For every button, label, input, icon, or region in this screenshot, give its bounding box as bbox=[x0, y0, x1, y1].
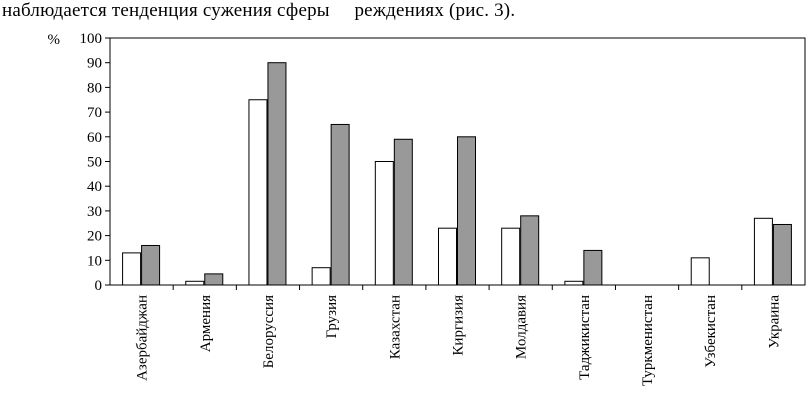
bar-1 bbox=[564, 280, 584, 286]
y-axis-unit-label: % bbox=[48, 32, 61, 48]
y-tick-label: 20 bbox=[87, 229, 102, 245]
x-category-label: Казахстан bbox=[387, 295, 403, 359]
bars bbox=[122, 62, 792, 286]
header-text: наблюдается тенденция сужения сферы режд… bbox=[2, 0, 516, 21]
x-category-label: Армения bbox=[198, 295, 214, 352]
bar-2 bbox=[583, 249, 603, 286]
y-tick-label: 30 bbox=[87, 204, 102, 220]
y-tick-label: 10 bbox=[87, 253, 102, 269]
y-tick-label: 90 bbox=[87, 56, 102, 72]
bar-2 bbox=[457, 136, 476, 286]
bar-1 bbox=[122, 252, 142, 286]
y-tick-label: 100 bbox=[80, 31, 103, 47]
bar-2 bbox=[520, 215, 540, 286]
x-category-label: Узбекистан bbox=[703, 295, 719, 368]
x-category-label: Киргизия bbox=[451, 295, 467, 356]
y-tick-label: 80 bbox=[87, 80, 102, 96]
bar-1 bbox=[690, 257, 710, 286]
bar-1 bbox=[374, 161, 394, 286]
bar-2 bbox=[393, 138, 413, 286]
y-axis: 0 10 20 30 40 50 60 70 80 90 100% bbox=[48, 31, 806, 294]
bar-1 bbox=[438, 227, 457, 286]
x-axis: Азербайджан Армения Белоруссия Грузия Казахс… bbox=[110, 284, 805, 386]
bar-1 bbox=[185, 280, 205, 286]
x-category-label: Таджикистан bbox=[577, 295, 593, 380]
bar-1 bbox=[248, 99, 268, 286]
bar-2 bbox=[330, 123, 350, 286]
bar-1 bbox=[501, 227, 521, 286]
bar-2 bbox=[141, 244, 161, 286]
bar-1 bbox=[311, 267, 331, 286]
y-tick-label: 40 bbox=[87, 179, 102, 195]
x-category-label: Украина bbox=[766, 295, 782, 349]
y-tick-label: 50 bbox=[87, 155, 102, 171]
x-category-label: Туркменистан bbox=[640, 295, 656, 386]
y-tick-label: 0 bbox=[95, 278, 103, 294]
y-tick-label: 70 bbox=[87, 105, 102, 121]
x-category-label: Белоруссия bbox=[261, 295, 277, 368]
y-tick-label: 60 bbox=[87, 130, 102, 146]
bar-1 bbox=[753, 217, 773, 286]
bar-2 bbox=[267, 62, 287, 286]
x-category-label: Азербайджан bbox=[135, 295, 151, 381]
bar-2 bbox=[772, 223, 792, 286]
bar-2 bbox=[204, 273, 224, 286]
x-category-label: Молдавия bbox=[514, 295, 530, 359]
x-category-label: Грузия bbox=[324, 295, 340, 338]
